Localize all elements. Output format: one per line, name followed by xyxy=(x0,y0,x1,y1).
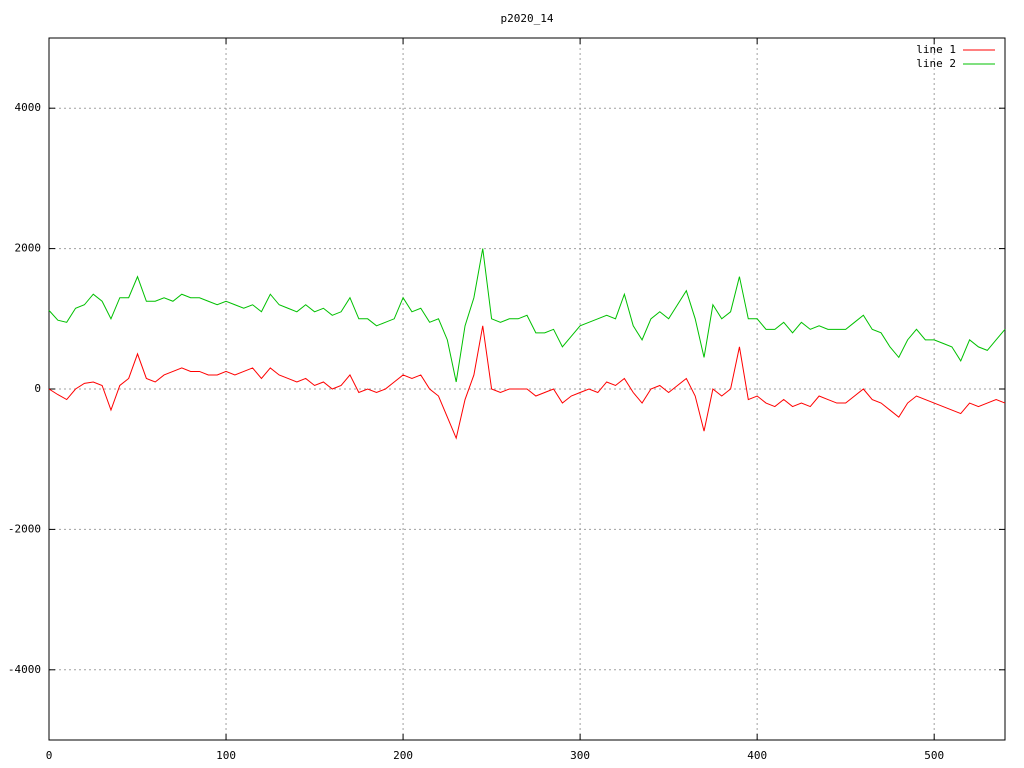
legend-label: line 1 xyxy=(916,43,956,56)
y-tick-label: 0 xyxy=(34,382,41,395)
y-tick-label: 2000 xyxy=(15,242,42,255)
x-tick-label: 0 xyxy=(46,749,53,762)
x-tick-label: 200 xyxy=(393,749,413,762)
y-tick-label: -4000 xyxy=(8,663,41,676)
x-tick-label: 400 xyxy=(747,749,767,762)
data-line xyxy=(48,325,1006,440)
x-tick-label: 300 xyxy=(570,749,590,762)
x-tick-label: 100 xyxy=(216,749,236,762)
y-tick-label: 4000 xyxy=(15,101,42,114)
y-tick-label: -2000 xyxy=(8,522,41,535)
x-tick-label: 500 xyxy=(924,749,944,762)
data-line xyxy=(48,248,1006,383)
legend-label: line 2 xyxy=(916,57,956,70)
chart-title: p2020_14 xyxy=(501,12,554,25)
